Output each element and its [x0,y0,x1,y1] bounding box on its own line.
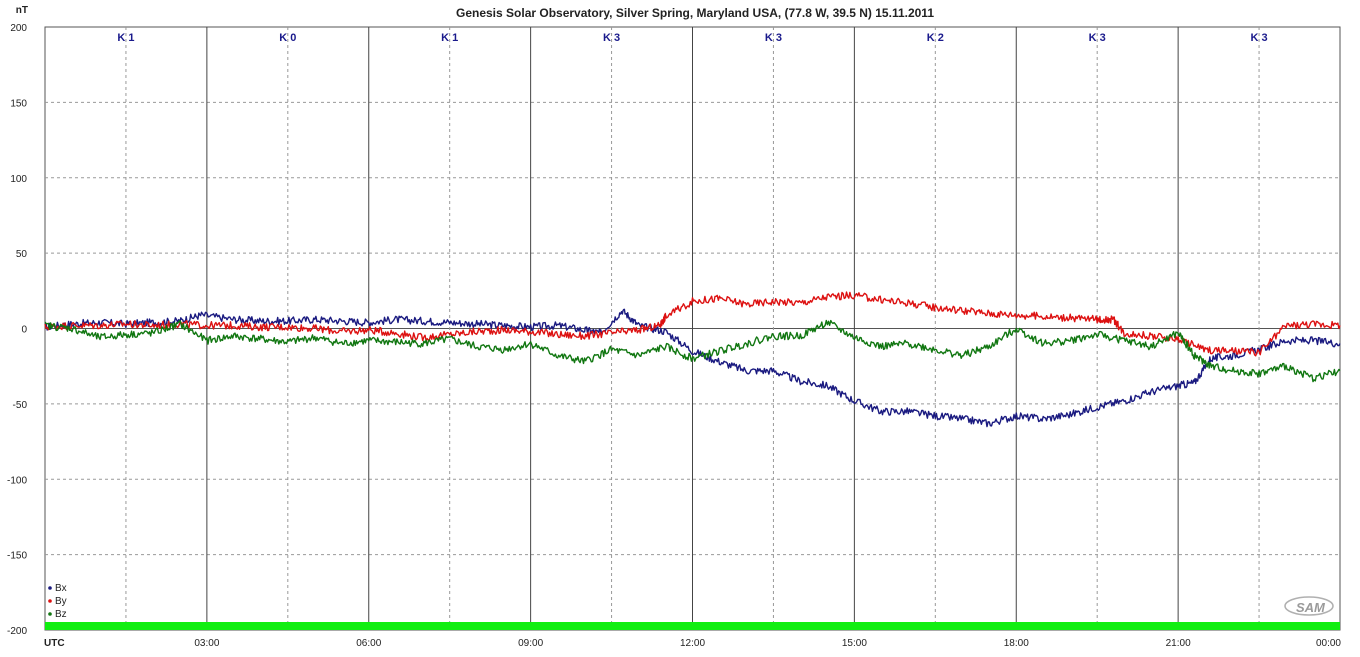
legend-label-by: By [55,596,67,607]
legend: Bx By Bz [48,583,67,620]
x-tick-label: 15:00 [842,638,867,649]
activity-status-bar [45,622,1340,630]
y-tick-label: -200 [7,626,27,637]
x-tick-label: 00:00 [1316,638,1341,649]
x-tick-label: 18:00 [1004,638,1029,649]
y-tick-label: -100 [7,475,27,486]
y-axis-unit-label: nT [16,5,28,16]
k-index-label: K 1 [441,32,458,44]
y-tick-label: 0 [21,325,27,336]
legend-marker-by [48,599,52,603]
x-tick-label: 21:00 [1166,638,1191,649]
legend-marker-bx [48,586,52,590]
x-tick-label: 06:00 [356,638,381,649]
x-tick-label: 09:00 [518,638,543,649]
y-tick-label: 200 [10,23,27,34]
y-tick-label: -150 [7,551,27,562]
k-index-label: K 3 [1251,32,1268,44]
y-tick-label: -50 [13,400,28,411]
k-index-label: K 3 [603,32,620,44]
y-tick-label: 50 [16,249,28,260]
series-line-by [44,291,1341,357]
k-index-label: K 3 [1089,32,1106,44]
y-tick-label: 100 [10,174,27,185]
chart-title: Genesis Solar Observatory, Silver Spring… [456,6,934,20]
axis-tick-labels: 200 150 100 50 0 -50 -100 -150 -200 03:00 06:00 09:… [7,23,1341,649]
k-index-label: K 0 [279,32,296,44]
k-index-label: K 1 [117,32,134,44]
series-line-bz [44,319,1341,383]
svg-text:SAM: SAM [1296,600,1326,615]
y-tick-label: 150 [10,98,27,109]
legend-label-bx: Bx [55,583,67,594]
x-tick-label: 03:00 [194,638,219,649]
series-lines [44,291,1341,428]
sam-logo: SAM [1284,596,1334,616]
k-index-label: K 2 [927,32,944,44]
x-axis-utc-label: UTC [44,638,65,649]
k-index-labels: K 1 K 0 K 1 K 3 K 3 K 2 K 3 K 3 [117,32,1267,44]
k-index-label: K 3 [765,32,782,44]
x-tick-label: 12:00 [680,638,705,649]
legend-label-bz: Bz [55,609,67,620]
legend-marker-bz [48,612,52,616]
